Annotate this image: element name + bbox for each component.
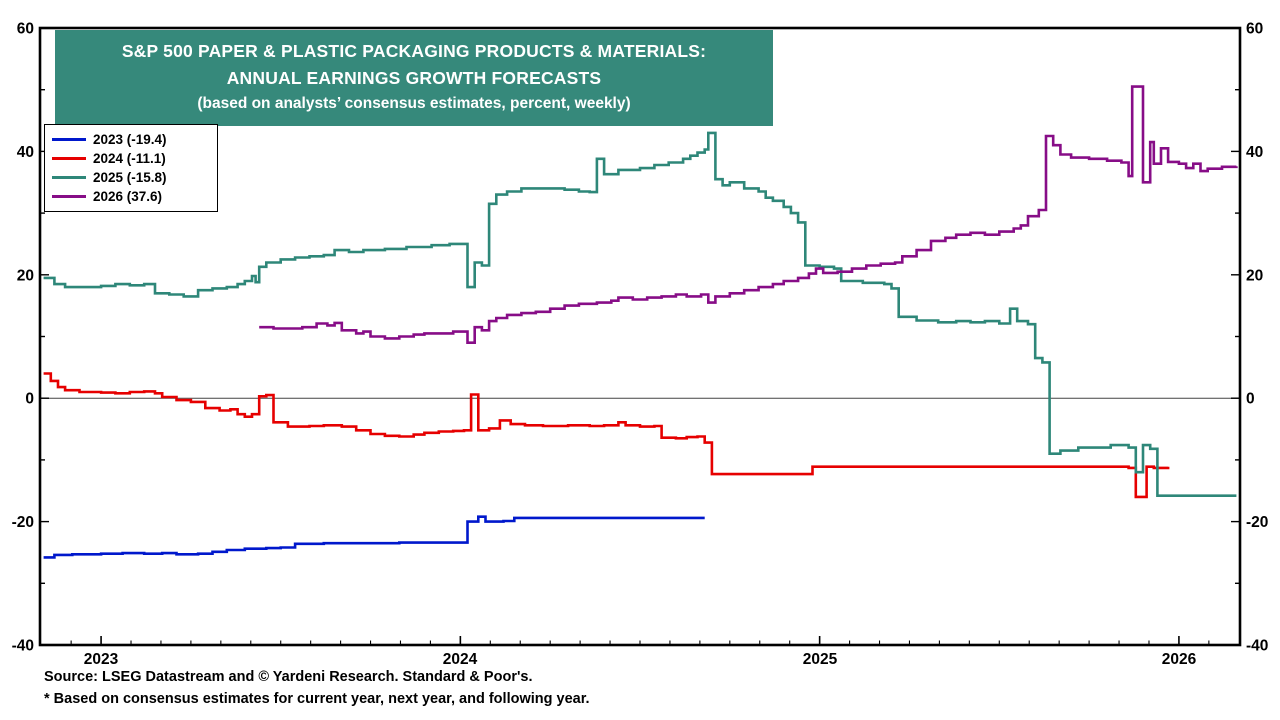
footnote: * Based on consensus estimates for curre… <box>44 691 590 707</box>
chart-title-line1: S&P 500 PAPER & PLASTIC PACKAGING PRODUC… <box>121 41 707 61</box>
legend-line-swatch-2026 <box>52 195 86 198</box>
y-tick-label-left: -40 <box>12 638 34 655</box>
legend-label-2024: 2024 (-11.1) <box>93 151 166 166</box>
legend-item-2026: 2026 (37.6) <box>52 187 209 206</box>
y-tick-label-left: 60 <box>17 21 34 38</box>
source-note: Source: LSEG Datastream and © Yardeni Re… <box>44 669 533 685</box>
x-tick-label-2023: 2023 <box>84 651 119 668</box>
y-tick-label-right: 20 <box>1246 267 1263 284</box>
legend-item-2025: 2025 (-15.8) <box>52 168 209 187</box>
plot-lines-layer <box>38 26 1242 647</box>
x-tick-label-2024: 2024 <box>443 651 478 668</box>
y-tick-label-right: -20 <box>1246 514 1268 531</box>
legend-label-2025: 2025 (-15.8) <box>93 170 167 185</box>
legend-item-2023: 2023 (-19.4) <box>52 130 209 149</box>
y-tick-label-left: -20 <box>12 514 34 531</box>
y-tick-label-left: 20 <box>17 267 34 284</box>
legend-label-2026: 2026 (37.6) <box>93 189 163 204</box>
y-tick-label-left: 0 <box>25 391 34 408</box>
legend-line-swatch-2023 <box>52 138 86 141</box>
chart-title-box: S&P 500 PAPER & PLASTIC PACKAGING PRODUC… <box>55 30 773 126</box>
legend-line-swatch-2024 <box>52 157 86 160</box>
y-tick-label-left: 40 <box>17 144 34 161</box>
chart-title-line2: ANNUAL EARNINGS GROWTH FORECASTS <box>226 68 602 89</box>
chart-title-line3: (based on analysts’ consensus estimates,… <box>197 95 631 113</box>
y-tick-label-right: -40 <box>1246 638 1268 655</box>
y-tick-label-right: 0 <box>1246 391 1255 408</box>
y-tick-label-right: 40 <box>1246 144 1263 161</box>
legend-item-2024: 2024 (-11.1) <box>52 149 209 168</box>
x-tick-label-2025: 2025 <box>803 651 838 668</box>
y-tick-label-right: 60 <box>1246 21 1263 38</box>
legend-label-2023: 2023 (-19.4) <box>93 132 167 147</box>
chart-legend: 2023 (-19.4) 2024 (-11.1) 2025 (-15.8) 2… <box>44 124 218 212</box>
legend-line-swatch-2025 <box>52 176 86 179</box>
x-tick-label-2026: 2026 <box>1162 651 1197 668</box>
